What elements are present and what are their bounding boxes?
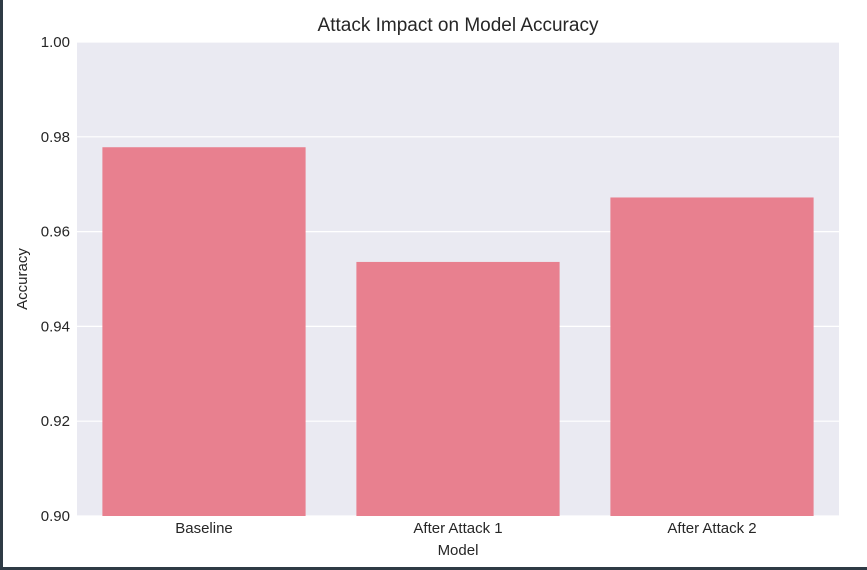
y-tick-label: 0.94	[41, 318, 70, 335]
y-axis-title: Accuracy	[14, 248, 31, 310]
x-tick-labels: Baseline After Attack 1 After Attack 2	[175, 520, 756, 537]
window-left-edge	[0, 0, 3, 570]
y-tick-label: 1.00	[41, 34, 70, 51]
x-tick-label: Baseline	[175, 520, 233, 537]
y-tick-label: 0.90	[41, 508, 70, 525]
y-tick-labels: 0.90 0.92 0.94 0.96 0.98 1.00	[41, 34, 70, 525]
y-tick-label: 0.92	[41, 413, 70, 430]
y-tick-label: 0.98	[41, 129, 70, 146]
y-tick-label: 0.96	[41, 224, 70, 241]
x-tick-label: After Attack 2	[667, 520, 756, 537]
bar-after-attack-1	[356, 261, 560, 516]
bars	[102, 147, 814, 517]
window-bottom-edge	[0, 567, 867, 570]
bar-baseline	[102, 147, 306, 516]
chart-title: Attack Impact on Model Accuracy	[318, 15, 599, 36]
x-tick-label: After Attack 1	[413, 520, 502, 537]
bar-after-attack-2	[610, 197, 814, 517]
x-axis-title: Model	[438, 542, 479, 559]
